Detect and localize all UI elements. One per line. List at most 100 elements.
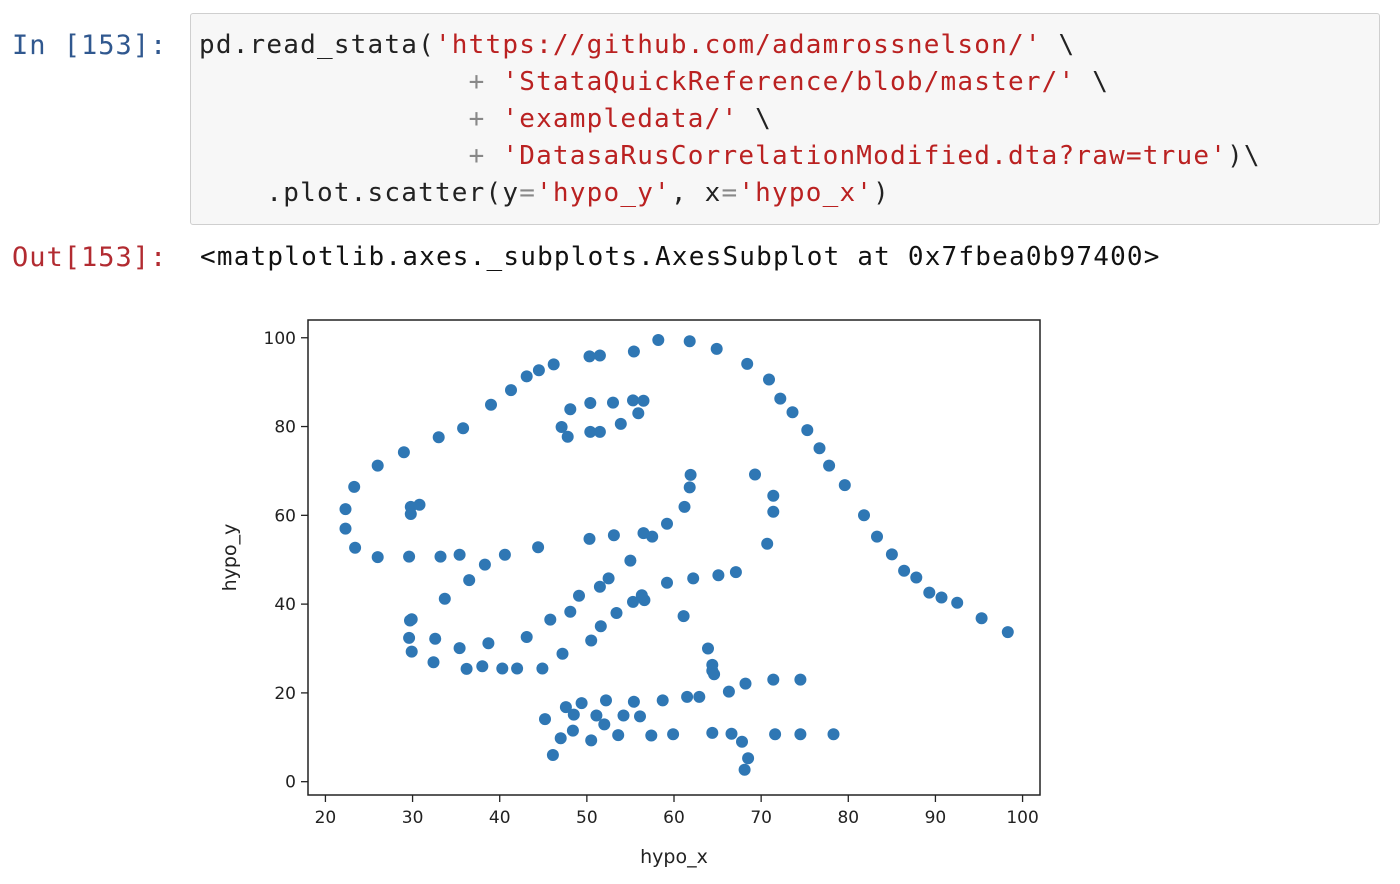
data-point (638, 395, 650, 407)
data-point (858, 509, 870, 521)
code-token (486, 67, 503, 97)
x-tick-label: 20 (315, 808, 337, 828)
data-point (814, 442, 826, 454)
data-point (584, 533, 596, 545)
data-point (801, 424, 813, 436)
data-point (547, 749, 559, 761)
data-point (439, 593, 451, 605)
data-point (634, 710, 646, 722)
data-point (600, 694, 612, 706)
data-point (871, 531, 883, 543)
code-token: , x (671, 178, 722, 208)
data-point (505, 384, 517, 396)
data-point (414, 499, 426, 511)
data-point (548, 358, 560, 370)
x-tick-label: 30 (402, 808, 424, 828)
data-point (739, 764, 751, 776)
code-string: 'https://github.com/adamrossnelson/' (435, 30, 1042, 60)
code-token: )\ (1227, 141, 1261, 171)
data-point (584, 397, 596, 409)
data-point (435, 551, 447, 563)
data-point (594, 426, 606, 438)
x-tick-label: 80 (837, 808, 859, 828)
data-point (679, 501, 691, 513)
data-point (585, 734, 597, 746)
points-layer (340, 334, 1014, 776)
code-token: \ (1075, 67, 1109, 97)
x-axis-label: hypo_x (640, 846, 708, 868)
scatter-chart: 20 30 40 50 60 70 80 90 100 0 20 40 60 80 100 hypo_x hyp… (210, 300, 1070, 880)
data-point (576, 697, 588, 709)
data-point (652, 334, 664, 346)
code-string: 'StataQuickReference/blob/master/' (502, 67, 1075, 97)
data-point (428, 656, 440, 668)
data-point (340, 523, 352, 535)
data-point (661, 577, 673, 589)
data-point (564, 606, 576, 618)
data-point (923, 587, 935, 599)
data-point (726, 728, 738, 740)
data-point (403, 632, 415, 644)
data-point (693, 691, 705, 703)
data-point (711, 343, 723, 355)
data-point (749, 469, 761, 481)
data-point (405, 508, 417, 520)
data-point (479, 559, 491, 571)
code-line-4: + 'DatasaRusCorrelationModified.dta?raw=… (199, 141, 1261, 171)
data-point (706, 727, 718, 739)
code-operator: + (469, 67, 486, 97)
data-point (632, 407, 644, 419)
y-tick-label: 0 (285, 773, 296, 793)
data-point (536, 663, 548, 675)
code-token: \ (738, 104, 772, 134)
code-string: 'DatasaRusCorrelationModified.dta?raw=tr… (502, 141, 1227, 171)
code-cell[interactable]: pd.read_stata('https://github.com/adamro… (190, 13, 1380, 225)
data-point (568, 709, 580, 721)
data-point (372, 551, 384, 563)
data-point (767, 674, 779, 686)
code-token: ) (873, 178, 890, 208)
data-point (828, 728, 840, 740)
data-point (429, 633, 441, 645)
data-point (712, 569, 724, 581)
data-point (769, 728, 781, 740)
code-line-1: pd.read_stata('https://github.com/adamro… (199, 30, 1075, 60)
data-point (595, 620, 607, 632)
data-point (763, 374, 775, 386)
y-tick-label: 40 (274, 595, 296, 615)
data-point (678, 610, 690, 622)
data-point (482, 637, 494, 649)
code-operator: = (721, 178, 738, 208)
data-point (976, 612, 988, 624)
code-string: 'hypo_x' (738, 178, 873, 208)
data-point (348, 481, 360, 493)
data-point (584, 350, 596, 362)
x-tick-label: 40 (489, 808, 511, 828)
data-point (564, 403, 576, 415)
data-point (742, 752, 754, 764)
code-operator: + (469, 104, 486, 134)
data-point (557, 648, 569, 660)
data-point (910, 572, 922, 584)
data-point (646, 531, 658, 543)
code-line-5: .plot.scatter(y='hypo_y', x='hypo_x') (199, 178, 890, 208)
data-point (499, 549, 511, 561)
data-point (521, 370, 533, 382)
data-point (461, 663, 473, 675)
data-point (476, 660, 488, 672)
code-operator: = (519, 178, 536, 208)
plot-frame (308, 320, 1040, 795)
data-point (511, 663, 523, 675)
data-point (555, 732, 567, 744)
code-token (199, 141, 469, 171)
code-token: .plot.scatter(y (199, 178, 519, 208)
code-token (486, 141, 503, 171)
data-point (598, 718, 610, 730)
code-token (199, 104, 469, 134)
code-token: pd.read_stata( (199, 30, 435, 60)
input-prompt: In [153]: (12, 30, 167, 61)
y-axis-label: hypo_y (219, 524, 241, 592)
data-point (767, 490, 779, 502)
data-point (457, 422, 469, 434)
data-point (594, 350, 606, 362)
